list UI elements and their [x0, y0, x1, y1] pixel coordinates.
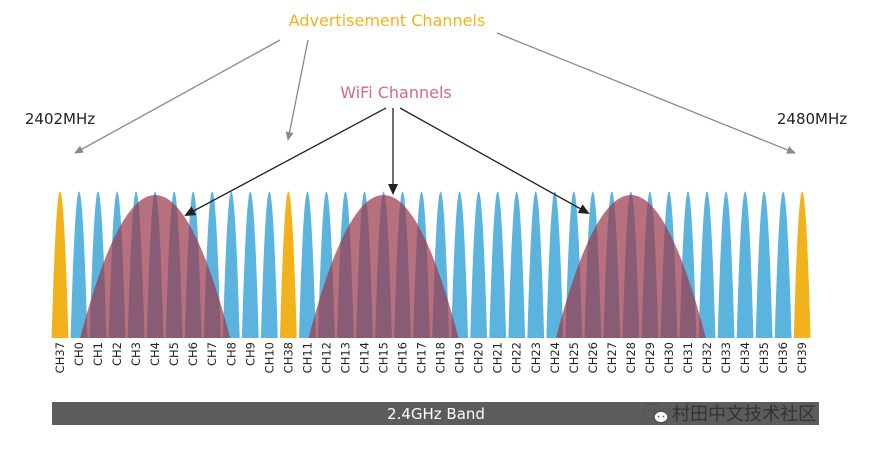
channel-spike-ch33 [717, 191, 735, 338]
channel-label-ch15: CH15 [377, 342, 391, 373]
advertisement-channels-label: Advertisement Channels [289, 11, 486, 30]
channel-spike-ch32 [698, 191, 716, 338]
channel-label-ch30: CH30 [662, 342, 676, 373]
channel-spike-ch24 [546, 191, 564, 338]
channel-label-ch20: CH20 [472, 342, 486, 373]
channel-label-ch0: CH0 [72, 342, 86, 366]
watermark: 村田中文技术社区 [642, 403, 816, 425]
channel-label-ch34: CH34 [738, 342, 752, 373]
channel-label-ch33: CH33 [719, 342, 733, 373]
channel-spike-ch19 [451, 191, 469, 338]
channel-spike-ch37 [51, 191, 69, 338]
channel-label-ch5: CH5 [167, 342, 181, 366]
wifi-channel-domes [80, 195, 706, 338]
channel-label-ch36: CH36 [776, 342, 790, 373]
channel-label-ch10: CH10 [262, 342, 276, 373]
channel-label-ch9: CH9 [243, 342, 257, 366]
band-label: 2.4GHz Band [387, 405, 485, 423]
channel-label-ch1: CH1 [91, 342, 105, 366]
channel-label-ch13: CH13 [338, 342, 352, 373]
wifi-arrows [184, 107, 590, 216]
channel-label-ch6: CH6 [186, 342, 200, 366]
advertisement-arrows [74, 32, 796, 154]
freq-low-label: 2402MHz [25, 110, 95, 128]
channel-label-ch11: CH11 [300, 342, 314, 373]
channel-label-ch27: CH27 [605, 342, 619, 373]
wifi-arrow-1 [184, 107, 387, 216]
channel-label-ch32: CH32 [700, 342, 714, 373]
channel-label-ch14: CH14 [357, 342, 371, 373]
channel-spike-ch20 [470, 191, 488, 338]
channel-spike-ch23 [527, 191, 545, 338]
wechat-icon [642, 403, 669, 424]
wifi-dome-2 [308, 195, 459, 338]
channel-label-ch19: CH19 [453, 342, 467, 373]
watermark-text: 村田中文技术社区 [672, 404, 816, 425]
channel-label-ch17: CH17 [415, 342, 429, 373]
adv-arrow-ch39 [496, 32, 796, 154]
channel-label-ch7: CH7 [205, 342, 219, 366]
channel-label-ch39: CH39 [795, 342, 809, 373]
channel-label-ch4: CH4 [148, 342, 162, 366]
channel-label-ch23: CH23 [529, 342, 543, 373]
channel-spike-ch38 [279, 191, 297, 338]
wifi-arrow-3 [399, 107, 590, 214]
channel-spike-ch39 [793, 191, 811, 338]
wifi-dome-3 [555, 195, 706, 338]
freq-high-label: 2480MHz [777, 110, 847, 128]
channel-label-ch3: CH3 [129, 342, 143, 366]
adv-arrow-ch37 [74, 39, 281, 154]
channel-label-ch16: CH16 [396, 342, 410, 373]
band-bar [52, 402, 819, 425]
channel-label-ch28: CH28 [624, 342, 638, 373]
channel-spike-ch21 [489, 191, 507, 338]
channel-spike-ch10 [260, 191, 278, 338]
channel-label-ch29: CH29 [643, 342, 657, 373]
channel-label-ch25: CH25 [567, 342, 581, 373]
channel-label-ch12: CH12 [319, 342, 333, 373]
channel-spike-ch36 [774, 191, 792, 338]
channel-spike-ch0 [70, 191, 88, 338]
wifi-channels-label: WiFi Channels [340, 83, 452, 102]
channel-spike-ch9 [241, 191, 259, 338]
channel-label-ch37: CH37 [53, 342, 67, 373]
channel-label-ch24: CH24 [548, 342, 562, 373]
channel-spike-ch34 [736, 191, 754, 338]
adv-arrow-ch38 [285, 39, 309, 141]
channel-label-ch26: CH26 [586, 342, 600, 373]
channel-label-ch22: CH22 [510, 342, 524, 373]
channel-label-ch8: CH8 [224, 342, 238, 366]
channel-label-ch21: CH21 [491, 342, 505, 373]
channel-label-ch18: CH18 [434, 342, 448, 373]
channel-spike-ch22 [508, 191, 526, 338]
channel-label-ch35: CH35 [757, 342, 771, 373]
channel-spike-ch8 [222, 191, 240, 338]
channel-label-ch38: CH38 [281, 342, 295, 373]
channel-spike-ch11 [298, 191, 316, 338]
channel-labels: CH37 CH0 CH1 CH2 CH3 CH4 CH5 CH6 CH7 CH8 CH9 CH10 CH… [53, 342, 809, 373]
channel-label-ch2: CH2 [110, 342, 124, 366]
channel-label-ch31: CH31 [681, 342, 695, 373]
channel-spike-ch35 [755, 191, 773, 338]
wifi-dome-1 [80, 195, 231, 338]
